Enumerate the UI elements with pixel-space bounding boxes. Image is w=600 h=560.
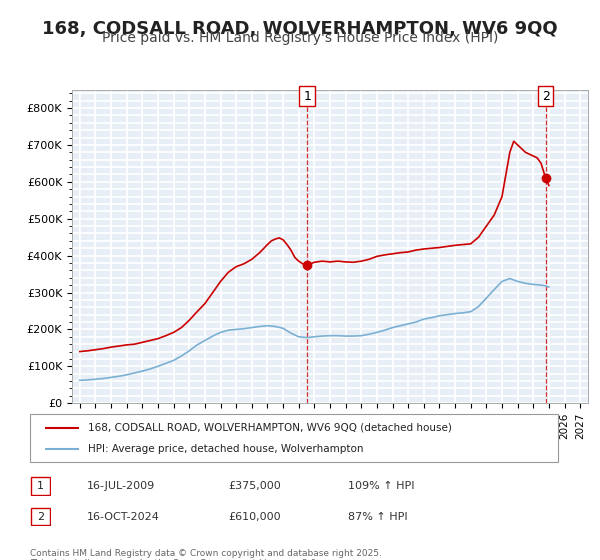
FancyBboxPatch shape: [31, 508, 50, 525]
Text: 87% ↑ HPI: 87% ↑ HPI: [348, 512, 407, 522]
Text: 168, CODSALL ROAD, WOLVERHAMPTON, WV6 9QQ: 168, CODSALL ROAD, WOLVERHAMPTON, WV6 9Q…: [42, 20, 558, 38]
Text: £375,000: £375,000: [228, 481, 281, 491]
Text: HPI: Average price, detached house, Wolverhampton: HPI: Average price, detached house, Wolv…: [88, 444, 364, 454]
FancyBboxPatch shape: [31, 477, 50, 494]
Text: 2: 2: [542, 90, 550, 102]
Text: 109% ↑ HPI: 109% ↑ HPI: [348, 481, 415, 491]
Text: 1: 1: [37, 481, 44, 491]
Text: Contains HM Land Registry data © Crown copyright and database right 2025.
This d: Contains HM Land Registry data © Crown c…: [30, 549, 382, 560]
Text: 168, CODSALL ROAD, WOLVERHAMPTON, WV6 9QQ (detached house): 168, CODSALL ROAD, WOLVERHAMPTON, WV6 9Q…: [88, 423, 452, 433]
Text: 16-OCT-2024: 16-OCT-2024: [87, 512, 160, 522]
Text: 16-JUL-2009: 16-JUL-2009: [87, 481, 155, 491]
Text: 2: 2: [37, 512, 44, 521]
Text: Price paid vs. HM Land Registry's House Price Index (HPI): Price paid vs. HM Land Registry's House …: [102, 31, 498, 45]
FancyBboxPatch shape: [30, 414, 558, 462]
Text: £610,000: £610,000: [228, 512, 281, 522]
Text: 1: 1: [303, 90, 311, 102]
